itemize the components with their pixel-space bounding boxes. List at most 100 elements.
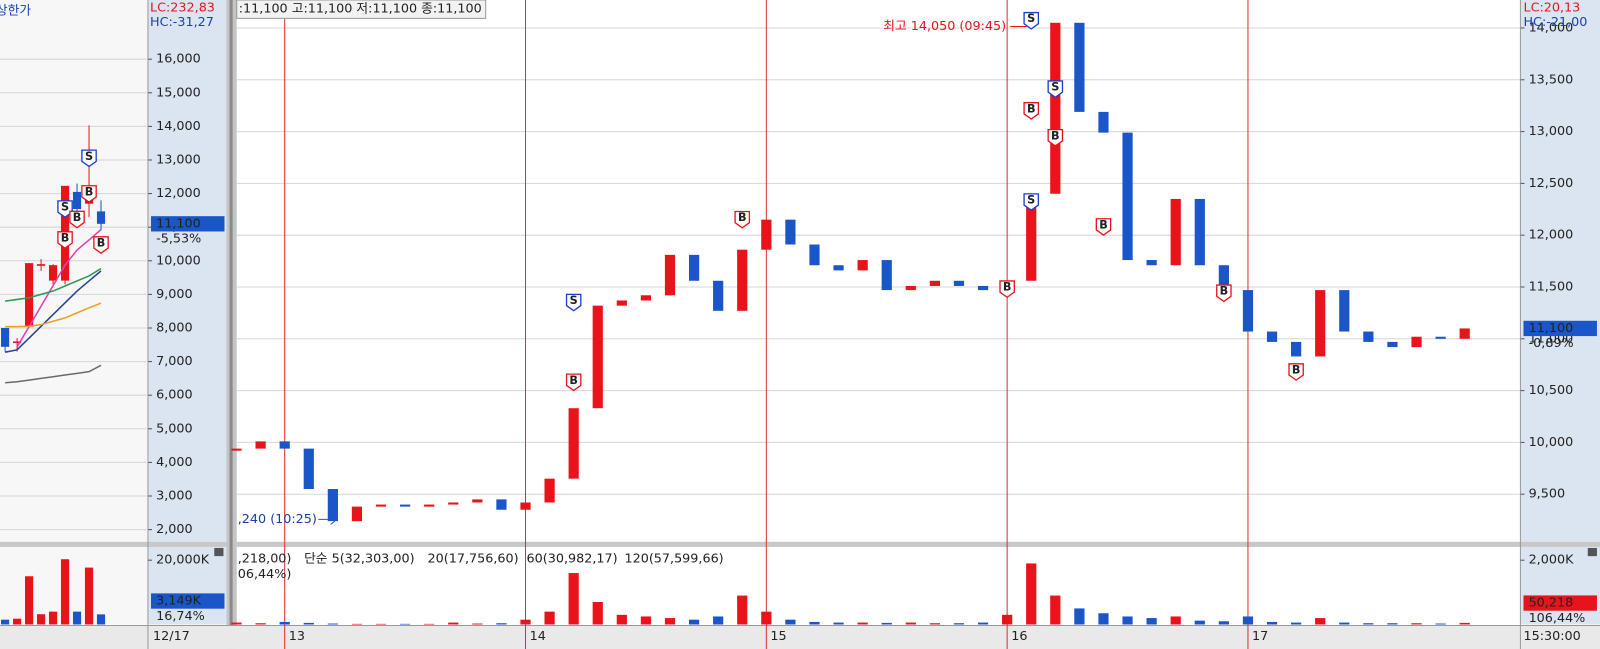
signal-badge [734,210,751,229]
volume-bar [568,573,579,625]
header-label: 상한가 [0,4,31,19]
signal-label: B [1051,129,1060,142]
volume-bar [84,567,94,625]
y-tick-label: 2,000 [156,522,193,537]
lc-label: LC:232,83 [150,1,215,16]
hc-label: HC:-31,27 [150,15,214,30]
change-label: -5,53% [156,232,201,247]
price-tick [1339,290,1350,332]
x-label: 15:30:00 [1523,629,1580,644]
volume-bar [640,616,652,625]
price-tick [1266,331,1278,342]
left-axis-bg [147,0,227,625]
panel-button[interactable] [214,547,224,557]
volume-bar [424,623,435,625]
signal-label: S [1027,12,1035,25]
volume-bar [857,622,868,625]
value-label: 3,149K [156,594,202,609]
price-tick [688,254,700,281]
signal-badge [565,293,582,312]
high-note: 최고 14,050 (09:45) [883,19,1006,34]
price-tick [881,260,892,291]
signal-badge [1047,80,1064,99]
signal-label: B [73,211,82,224]
signal-label: S [85,150,93,163]
candle-body [1,327,10,347]
volume-bar [616,614,627,625]
signal-label: B [61,231,70,244]
signal-label: S [61,201,69,214]
signal-label: B [569,374,578,387]
price-tick [857,260,868,271]
volume-bar [472,623,483,625]
ma-line [5,364,102,384]
signal-label: B [1220,285,1229,298]
x-tick-label: 16 [1011,629,1027,644]
volume-bar [1218,621,1229,625]
volume-bar [448,622,459,625]
price-tick [472,499,483,503]
panel-button[interactable] [1587,547,1597,557]
volume-bar [279,621,290,625]
x-tick-label: 14 [530,629,546,644]
price-tick [1291,341,1302,357]
volume-bar [1363,623,1374,625]
volume-bar [303,622,314,625]
volume-bar [1435,623,1446,625]
price-tick [905,285,916,291]
signal-badge [1023,193,1040,212]
price-tick [1218,265,1229,291]
price-tick [1242,290,1254,332]
panel-divider [0,541,227,547]
signal-badge [93,236,109,254]
price-tick [520,502,531,510]
price-tick [1411,336,1422,348]
right-axis-bg [1520,0,1600,625]
price-tick [761,219,772,250]
price-tick [592,305,603,409]
panel-divider [236,541,1600,547]
x-label: 12/17 [153,629,190,644]
volume-bar [72,611,82,625]
price-tick [303,448,314,490]
price-tick [1146,260,1157,266]
price-tick [737,249,748,311]
volume-bar [400,623,411,625]
value-label-box [151,216,225,232]
y-tick-label: 13,500 [1529,72,1574,87]
volume-bar [1,619,10,625]
candle-body [13,341,22,344]
value-label-box [1523,320,1597,337]
volume-bar [351,623,363,625]
y-tick-label: 9,500 [1529,487,1566,502]
y-tick-label: 16,000 [156,52,201,67]
price-tick [929,280,940,286]
price-tick [400,504,411,507]
volume-bar [953,623,965,625]
volume-bar [1002,614,1013,625]
volume-bar [1266,621,1278,625]
volume-bar [1026,563,1037,625]
volume-bar [809,621,820,625]
y-tick-label: 3,000 [156,489,193,504]
legend-entry: 60(30,982,17) [527,552,618,567]
signal-badge [999,280,1015,299]
candle-body [36,264,46,266]
price-tick [279,441,290,449]
signal-badge [565,373,582,392]
signal-label: S [1027,194,1035,207]
price-tick [809,244,820,266]
price-tick [1026,193,1037,281]
price-tick [1170,198,1181,266]
low-arrow [318,513,338,525]
y-tick-label: 12,000 [1529,228,1574,243]
volume-bar [327,623,338,625]
price-tick [833,265,844,271]
signal-badge [1095,218,1112,236]
change-label: -0,89% [1529,336,1574,351]
price-tick [713,280,724,311]
price-tick [1194,198,1205,266]
y-tick-label: 15,000 [156,85,201,100]
